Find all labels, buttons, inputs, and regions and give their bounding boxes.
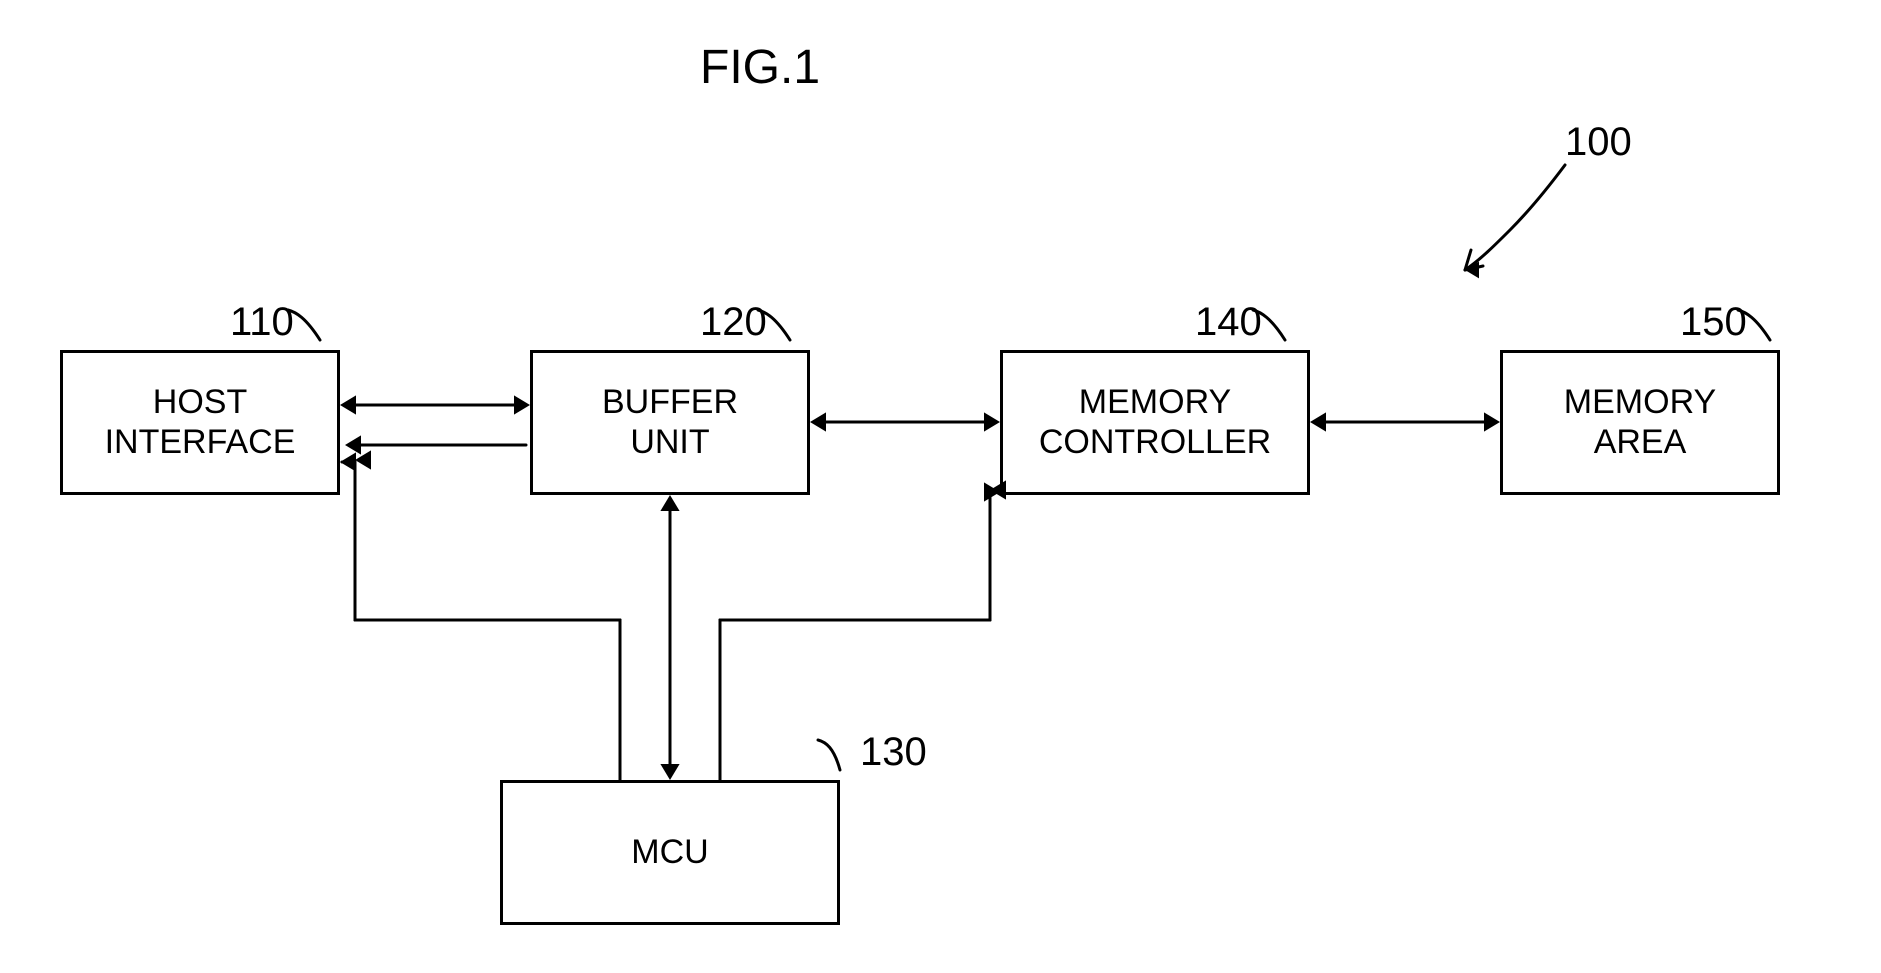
block-buffer-unit: BUFFERUNIT	[530, 350, 810, 495]
figure-title: FIG.1	[700, 40, 820, 95]
ref-host-interface: 110	[230, 300, 294, 345]
ref-buffer-unit: 120	[700, 300, 767, 345]
block-label: MEMORYAREA	[1564, 383, 1716, 461]
ref-system: 100	[1565, 120, 1632, 165]
block-label: BUFFERUNIT	[602, 383, 738, 461]
block-label: HOSTINTERFACE	[105, 383, 296, 461]
block-label: MEMORYCONTROLLER	[1039, 383, 1271, 461]
ref-mcu: 130	[860, 730, 927, 775]
ref-memory-area: 150	[1680, 300, 1747, 345]
block-mcu: MCU	[500, 780, 840, 925]
block-memory-controller: MEMORYCONTROLLER	[1000, 350, 1310, 495]
block-label: MCU	[631, 833, 708, 872]
ref-memory-controller: 140	[1195, 300, 1262, 345]
block-memory-area: MEMORYAREA	[1500, 350, 1780, 495]
block-host-interface: HOSTINTERFACE	[60, 350, 340, 495]
diagram-stage: FIG.1 HOSTINTERFACE 110 BUFFERUNIT 120 M…	[0, 0, 1881, 973]
